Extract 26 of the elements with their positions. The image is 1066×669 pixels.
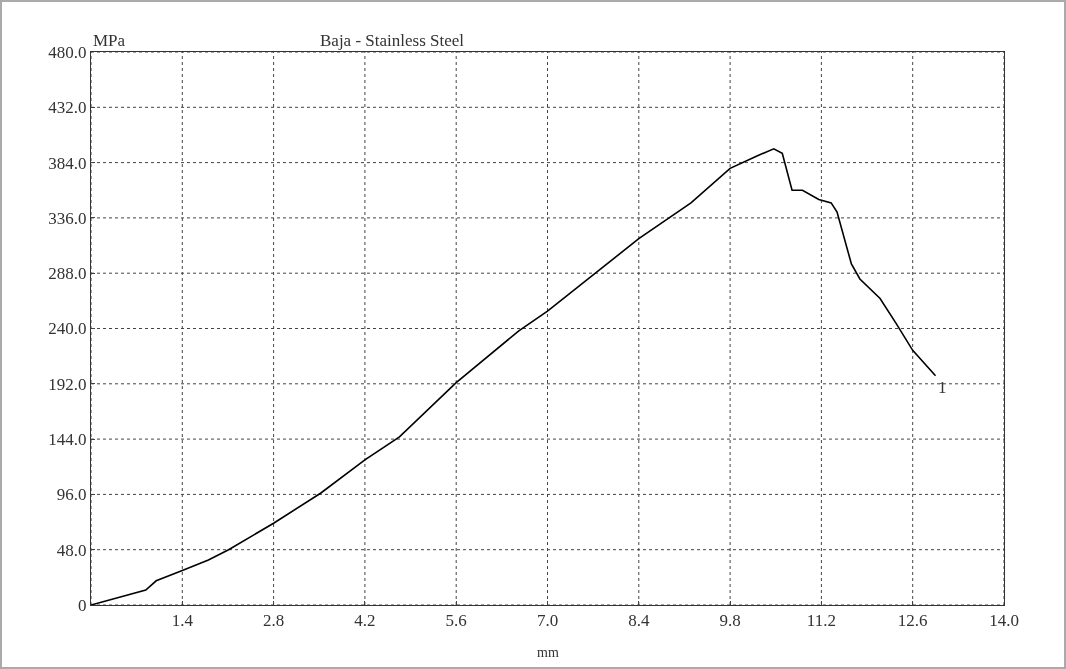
y-tick-label: 96.0 — [56, 485, 87, 505]
x-axis-title: mm — [537, 645, 559, 660]
line-series — [91, 147, 937, 605]
y-tick-label: 288.0 — [48, 264, 87, 284]
y-tick-label: 480.0 — [48, 42, 87, 62]
x-tick-label: 5.6 — [445, 611, 467, 631]
x-tick-label: 11.2 — [806, 611, 836, 631]
y-tick-label: 144.0 — [48, 430, 87, 450]
chart-title: Baja - Stainless Steel — [320, 31, 465, 50]
y-tick-label: 240.0 — [48, 319, 87, 339]
x-tick-label: 1.4 — [171, 611, 194, 631]
x-tick-label: 12.6 — [897, 611, 928, 631]
annotation: 1 — [938, 378, 947, 397]
x-tick-label: 8.4 — [628, 611, 650, 631]
x-tick-label: 9.8 — [719, 611, 741, 631]
y-tick-label: 384.0 — [48, 153, 87, 173]
x-tick-label: 2.8 — [262, 611, 285, 631]
y-tick-label: 48.0 — [56, 540, 87, 560]
y-tick-label: 336.0 — [48, 208, 87, 228]
y-tick-label: 192.0 — [48, 374, 87, 394]
y-axis-title: MPa — [93, 31, 126, 50]
y-tick-label: 0 — [78, 595, 87, 615]
x-tick-label: 7.0 — [536, 611, 559, 631]
x-tick-label: 14.0 — [989, 611, 1019, 631]
x-tick-label: 4.2 — [354, 611, 376, 631]
y-tick-label: 432.0 — [48, 98, 87, 118]
